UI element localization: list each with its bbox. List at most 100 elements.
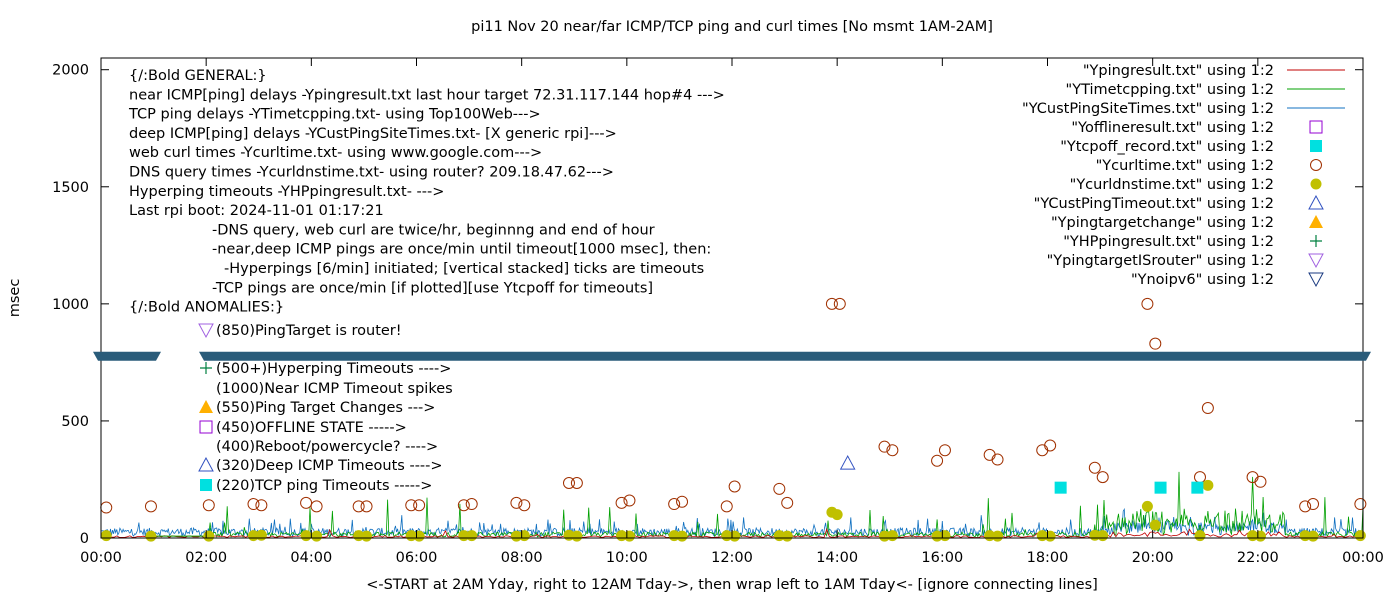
legend-label: "Ycurldnstime.txt" using 1:2 — [1070, 177, 1274, 193]
data-point-s0-34 — [1044, 439, 1057, 452]
annotation-line: web curl times -Ycurltime.txt- using www… — [129, 145, 542, 161]
legend-label: "Ycurltime.txt" using 1:2 — [1096, 158, 1274, 174]
y-tick-label: 0 — [80, 531, 89, 547]
x-axis-ticks: 00:00 02:00 04:00 06:00 08:00 10:00 12:00 14:00… — [80, 58, 1384, 566]
break-band-right — [199, 351, 1371, 361]
x-tick-label: 02:00 — [185, 550, 227, 566]
legend-label: "Yofflineresult.txt" using 1:2 — [1071, 120, 1274, 136]
legend-symbol — [1310, 178, 1322, 190]
data-point-s0-29 — [931, 454, 944, 467]
anomaly-line: (850)PingTarget is router! — [216, 323, 402, 339]
data-point-s0-16 — [570, 476, 583, 489]
data-point-s0-5 — [300, 496, 313, 509]
data-point-s0-42 — [1254, 475, 1267, 488]
data-point-s1-0 — [100, 530, 112, 542]
y-axis-break — [93, 351, 1371, 361]
anomaly-line: (500+)Hyperping Timeouts ----> — [216, 361, 451, 377]
annotation-line: Last rpi boot: 2024-11-01 01:17:21 — [129, 203, 384, 219]
annotation-line: DNS query times -Ycurldnstime.txt- using… — [129, 165, 614, 181]
annotation-line: -near,deep ICMP pings are once/min until… — [212, 242, 711, 258]
data-point-s1-44 — [1307, 530, 1319, 542]
chart-title: pi11 Nov 20 near/far ICMP/TCP ping and c… — [471, 19, 993, 35]
anomaly-list: (850)PingTarget is router! (500+)Hyperpin… — [198, 323, 453, 494]
data-point-s2-1 — [1154, 481, 1167, 494]
anomaly-line: (400)Reboot/powercycle? ----> — [216, 439, 438, 455]
x-tick-label: 08:00 — [501, 550, 543, 566]
data-point-s1-30 — [939, 530, 951, 542]
data-point-s0-11 — [457, 499, 470, 512]
data-point-s1-28 — [886, 530, 898, 542]
data-point-s0-22 — [728, 480, 741, 493]
data-point-s0-40 — [1201, 402, 1214, 415]
data-point-s1-4 — [255, 529, 267, 541]
legend-symbol — [1308, 272, 1324, 288]
data-point-s1-16 — [571, 530, 583, 542]
anomaly-symbol — [199, 400, 213, 413]
data-point-s1-12 — [466, 530, 478, 542]
anomaly-line: (320)Deep ICMP Timeouts ----> — [216, 458, 443, 474]
y-tick-label: 1500 — [52, 180, 89, 196]
data-point-s1-22 — [729, 530, 741, 542]
data-point-s0-32 — [991, 453, 1004, 466]
data-point-s1-26 — [831, 509, 843, 521]
data-point-s1-1 — [145, 530, 157, 542]
x-tick-label: 06:00 — [396, 550, 438, 566]
annotation-line: near ICMP[ping] delays -Ypingresult.txt … — [129, 87, 725, 103]
data-point-s2-2 — [1191, 481, 1204, 494]
annotation-line: {/:Bold ANOMALIES:} — [129, 300, 284, 316]
data-point-s0-27 — [878, 440, 891, 453]
annotation-line: -DNS query, web curl are twice/hr, begin… — [212, 222, 655, 238]
x-axis-label: <-START at 2AM Yday, right to 12AM Tday-… — [366, 577, 1098, 593]
data-point-s1-24 — [781, 530, 793, 542]
data-point-s0-15 — [562, 476, 575, 489]
data-point-s0-35 — [1088, 461, 1101, 474]
data-point-s0-9 — [405, 499, 418, 512]
data-point-s1-18 — [623, 530, 635, 542]
data-point-s1-42 — [1254, 530, 1266, 542]
anomaly-symbol — [198, 323, 214, 339]
data-point-s0-3 — [247, 498, 260, 511]
data-point-s0-17 — [615, 496, 628, 509]
data-point-s0-21 — [720, 500, 733, 513]
anomaly-symbol — [199, 420, 213, 434]
data-point-s1-8 — [361, 530, 373, 542]
data-point-s0-25 — [825, 297, 838, 310]
x-tick-label: 14:00 — [816, 550, 858, 566]
legend-label: "YHPpingresult.txt" using 1:2 — [1063, 234, 1274, 250]
data-point-s0-39 — [1193, 471, 1206, 484]
anomaly-line: (550)Ping Target Changes ---> — [216, 400, 435, 416]
data-point-s0-6 — [310, 500, 323, 513]
data-point-s1-6 — [311, 530, 323, 542]
annotation-line: deep ICMP[ping] delays -YCustPingSiteTim… — [129, 126, 617, 142]
y-axis-label: msec — [7, 279, 23, 318]
data-point-s0-1 — [144, 500, 157, 513]
data-point-s1-32 — [992, 530, 1004, 542]
data-point-s1-34 — [1044, 530, 1056, 542]
anomaly-symbol — [200, 362, 212, 374]
data-point-s0-8 — [360, 500, 373, 513]
x-tick-label: 20:00 — [1132, 550, 1174, 566]
data-point-s0-13 — [510, 496, 523, 509]
data-point-s0-14 — [518, 499, 531, 512]
data-point-s0-7 — [352, 500, 365, 513]
legend-symbol — [1310, 140, 1322, 152]
data-point-s1-38 — [1149, 519, 1161, 531]
series-points — [100, 297, 1367, 542]
data-point-s1-37 — [1141, 500, 1153, 512]
x-tick-label: 04:00 — [290, 550, 332, 566]
data-point-s0-12 — [465, 498, 478, 511]
anomaly-line: (450)OFFLINE STATE -----> — [216, 420, 407, 436]
legend-symbol — [1310, 235, 1322, 247]
legend-label: "Ypingresult.txt" using 1:2 — [1083, 63, 1274, 79]
x-tick-label: 18:00 — [1027, 550, 1069, 566]
data-point-s0-10 — [413, 499, 426, 512]
annotation-line: -Hyperpings [6/min] initiated; [vertical… — [224, 261, 704, 277]
data-point-s0-45 — [1354, 498, 1367, 511]
data-point-s1-5 — [300, 530, 312, 542]
data-point-s2-0 — [1054, 481, 1067, 494]
data-point-s0-36 — [1096, 471, 1109, 484]
data-point-s1-13 — [510, 530, 522, 542]
data-point-s1-40 — [1202, 479, 1214, 491]
x-tick-label: 10:00 — [606, 550, 648, 566]
